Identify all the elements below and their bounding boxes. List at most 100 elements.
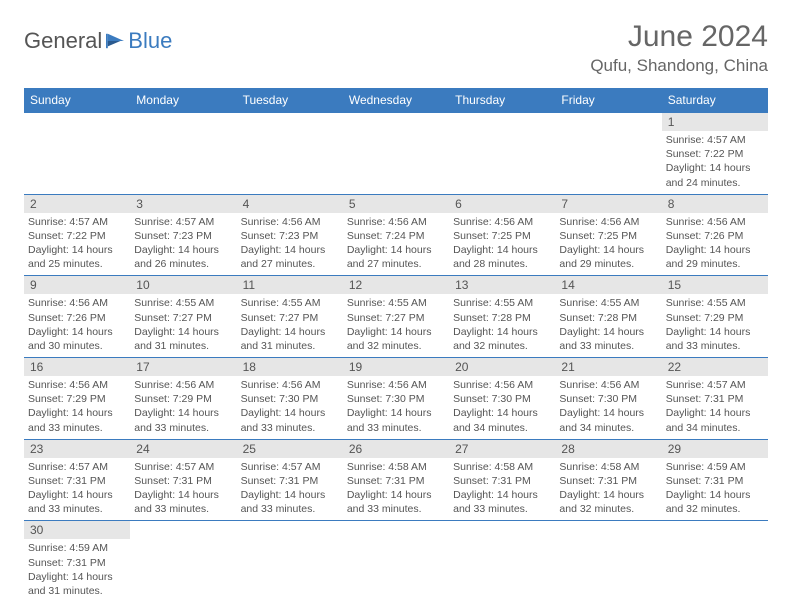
day-number: 5 — [343, 195, 449, 213]
header: General Blue June 2024 Qufu, Shandong, C… — [24, 20, 768, 76]
calendar-cell: 4Sunrise: 4:56 AMSunset: 7:23 PMDaylight… — [237, 194, 343, 276]
logo: General Blue — [24, 28, 172, 54]
day-body: Sunrise: 4:55 AMSunset: 7:27 PMDaylight:… — [343, 294, 449, 357]
calendar-cell: 30Sunrise: 4:59 AMSunset: 7:31 PMDayligh… — [24, 521, 130, 602]
day-body: Sunrise: 4:56 AMSunset: 7:25 PMDaylight:… — [449, 213, 555, 276]
weekday-tuesday: Tuesday — [237, 88, 343, 113]
calendar-cell: 15Sunrise: 4:55 AMSunset: 7:29 PMDayligh… — [662, 276, 768, 358]
day-body: Sunrise: 4:58 AMSunset: 7:31 PMDaylight:… — [449, 458, 555, 521]
calendar-cell: 1Sunrise: 4:57 AMSunset: 7:22 PMDaylight… — [662, 113, 768, 195]
day-number: 24 — [130, 440, 236, 458]
calendar-cell — [130, 521, 236, 602]
day-body: Sunrise: 4:57 AMSunset: 7:31 PMDaylight:… — [130, 458, 236, 521]
day-number: 7 — [555, 195, 661, 213]
calendar-cell: 22Sunrise: 4:57 AMSunset: 7:31 PMDayligh… — [662, 358, 768, 440]
calendar-cell: 14Sunrise: 4:55 AMSunset: 7:28 PMDayligh… — [555, 276, 661, 358]
day-body: Sunrise: 4:55 AMSunset: 7:28 PMDaylight:… — [449, 294, 555, 357]
logo-flag-icon — [104, 32, 126, 50]
calendar-cell — [662, 521, 768, 602]
day-body: Sunrise: 4:56 AMSunset: 7:24 PMDaylight:… — [343, 213, 449, 276]
day-body: Sunrise: 4:55 AMSunset: 7:27 PMDaylight:… — [130, 294, 236, 357]
day-body: Sunrise: 4:56 AMSunset: 7:30 PMDaylight:… — [449, 376, 555, 439]
day-body: Sunrise: 4:56 AMSunset: 7:30 PMDaylight:… — [343, 376, 449, 439]
calendar-row: 16Sunrise: 4:56 AMSunset: 7:29 PMDayligh… — [24, 358, 768, 440]
weekday-saturday: Saturday — [662, 88, 768, 113]
calendar-cell: 2Sunrise: 4:57 AMSunset: 7:22 PMDaylight… — [24, 194, 130, 276]
day-number: 25 — [237, 440, 343, 458]
calendar-cell: 19Sunrise: 4:56 AMSunset: 7:30 PMDayligh… — [343, 358, 449, 440]
calendar-cell: 7Sunrise: 4:56 AMSunset: 7:25 PMDaylight… — [555, 194, 661, 276]
calendar-cell: 21Sunrise: 4:56 AMSunset: 7:30 PMDayligh… — [555, 358, 661, 440]
logo-text-blue: Blue — [128, 28, 172, 54]
weekday-monday: Monday — [130, 88, 236, 113]
day-number: 4 — [237, 195, 343, 213]
day-body: Sunrise: 4:56 AMSunset: 7:25 PMDaylight:… — [555, 213, 661, 276]
day-number: 29 — [662, 440, 768, 458]
calendar-cell: 26Sunrise: 4:58 AMSunset: 7:31 PMDayligh… — [343, 439, 449, 521]
day-body: Sunrise: 4:55 AMSunset: 7:28 PMDaylight:… — [555, 294, 661, 357]
calendar-row: 9Sunrise: 4:56 AMSunset: 7:26 PMDaylight… — [24, 276, 768, 358]
day-number: 1 — [662, 113, 768, 131]
day-body: Sunrise: 4:57 AMSunset: 7:23 PMDaylight:… — [130, 213, 236, 276]
day-number: 3 — [130, 195, 236, 213]
calendar-cell: 27Sunrise: 4:58 AMSunset: 7:31 PMDayligh… — [449, 439, 555, 521]
day-body: Sunrise: 4:58 AMSunset: 7:31 PMDaylight:… — [343, 458, 449, 521]
day-number: 30 — [24, 521, 130, 539]
day-number: 12 — [343, 276, 449, 294]
calendar-row: 2Sunrise: 4:57 AMSunset: 7:22 PMDaylight… — [24, 194, 768, 276]
calendar-cell — [237, 521, 343, 602]
day-number: 9 — [24, 276, 130, 294]
title-block: June 2024 Qufu, Shandong, China — [590, 20, 768, 76]
day-number: 17 — [130, 358, 236, 376]
calendar-cell — [343, 521, 449, 602]
day-number: 18 — [237, 358, 343, 376]
calendar-cell: 6Sunrise: 4:56 AMSunset: 7:25 PMDaylight… — [449, 194, 555, 276]
day-body: Sunrise: 4:56 AMSunset: 7:29 PMDaylight:… — [130, 376, 236, 439]
calendar-cell: 18Sunrise: 4:56 AMSunset: 7:30 PMDayligh… — [237, 358, 343, 440]
day-body: Sunrise: 4:56 AMSunset: 7:26 PMDaylight:… — [662, 213, 768, 276]
calendar-cell — [555, 521, 661, 602]
day-body: Sunrise: 4:58 AMSunset: 7:31 PMDaylight:… — [555, 458, 661, 521]
calendar-table: Sunday Monday Tuesday Wednesday Thursday… — [24, 88, 768, 602]
calendar-cell: 25Sunrise: 4:57 AMSunset: 7:31 PMDayligh… — [237, 439, 343, 521]
day-number: 27 — [449, 440, 555, 458]
calendar-cell: 24Sunrise: 4:57 AMSunset: 7:31 PMDayligh… — [130, 439, 236, 521]
day-number: 20 — [449, 358, 555, 376]
day-number: 21 — [555, 358, 661, 376]
day-body: Sunrise: 4:57 AMSunset: 7:31 PMDaylight:… — [662, 376, 768, 439]
calendar-cell: 3Sunrise: 4:57 AMSunset: 7:23 PMDaylight… — [130, 194, 236, 276]
calendar-cell: 20Sunrise: 4:56 AMSunset: 7:30 PMDayligh… — [449, 358, 555, 440]
day-body: Sunrise: 4:56 AMSunset: 7:29 PMDaylight:… — [24, 376, 130, 439]
day-number: 14 — [555, 276, 661, 294]
calendar-cell — [24, 113, 130, 195]
calendar-cell — [449, 521, 555, 602]
weekday-header-row: Sunday Monday Tuesday Wednesday Thursday… — [24, 88, 768, 113]
day-number: 26 — [343, 440, 449, 458]
calendar-cell — [555, 113, 661, 195]
day-body: Sunrise: 4:56 AMSunset: 7:30 PMDaylight:… — [237, 376, 343, 439]
day-body: Sunrise: 4:57 AMSunset: 7:31 PMDaylight:… — [24, 458, 130, 521]
location: Qufu, Shandong, China — [590, 56, 768, 76]
calendar-cell: 23Sunrise: 4:57 AMSunset: 7:31 PMDayligh… — [24, 439, 130, 521]
day-number: 13 — [449, 276, 555, 294]
day-number: 16 — [24, 358, 130, 376]
calendar-cell: 12Sunrise: 4:55 AMSunset: 7:27 PMDayligh… — [343, 276, 449, 358]
weekday-friday: Friday — [555, 88, 661, 113]
calendar-cell — [449, 113, 555, 195]
weekday-sunday: Sunday — [24, 88, 130, 113]
calendar-row: 23Sunrise: 4:57 AMSunset: 7:31 PMDayligh… — [24, 439, 768, 521]
day-body: Sunrise: 4:59 AMSunset: 7:31 PMDaylight:… — [24, 539, 130, 602]
day-body: Sunrise: 4:56 AMSunset: 7:30 PMDaylight:… — [555, 376, 661, 439]
calendar-cell: 28Sunrise: 4:58 AMSunset: 7:31 PMDayligh… — [555, 439, 661, 521]
day-number: 10 — [130, 276, 236, 294]
day-body: Sunrise: 4:55 AMSunset: 7:29 PMDaylight:… — [662, 294, 768, 357]
logo-text-general: General — [24, 28, 102, 54]
day-number: 23 — [24, 440, 130, 458]
day-number: 2 — [24, 195, 130, 213]
weekday-thursday: Thursday — [449, 88, 555, 113]
calendar-cell: 5Sunrise: 4:56 AMSunset: 7:24 PMDaylight… — [343, 194, 449, 276]
calendar-row: 1Sunrise: 4:57 AMSunset: 7:22 PMDaylight… — [24, 113, 768, 195]
calendar-body: 1Sunrise: 4:57 AMSunset: 7:22 PMDaylight… — [24, 113, 768, 603]
calendar-cell: 16Sunrise: 4:56 AMSunset: 7:29 PMDayligh… — [24, 358, 130, 440]
day-body: Sunrise: 4:57 AMSunset: 7:31 PMDaylight:… — [237, 458, 343, 521]
